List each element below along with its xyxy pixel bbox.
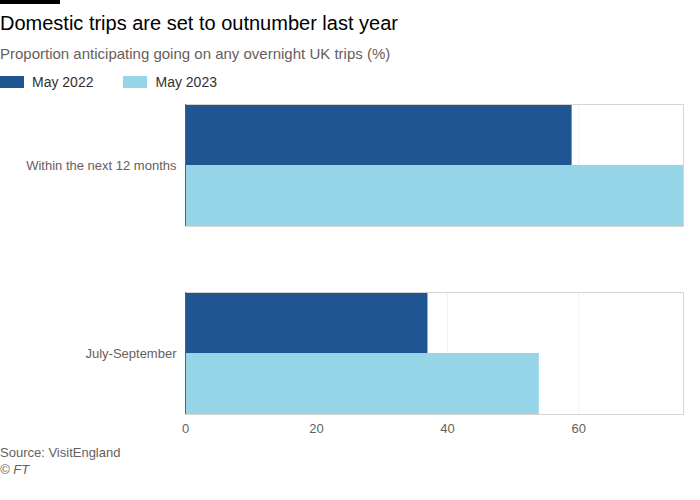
html-text:Source: VisitEngland: Source: VisitEngland — [0, 445, 121, 460]
html-text:May 2022: May 2022 — [32, 74, 94, 90]
svg-text:July-September: July-September — [85, 346, 177, 361]
svg-text:0: 0 — [182, 421, 189, 436]
html-text:Domestic trips are set to outn: Domestic trips are set to outnumber last… — [0, 12, 398, 34]
html-text:© FT: © FT — [0, 462, 30, 477]
svg-text:40: 40 — [440, 421, 454, 436]
svg-text:60: 60 — [571, 421, 585, 436]
svg-text:Within the next 12 months: Within the next 12 months — [26, 158, 177, 173]
svg-text:20: 20 — [309, 421, 323, 436]
html-text:Proportion anticipating going: Proportion anticipating going on any ove… — [0, 45, 391, 62]
html-text:May 2023: May 2023 — [155, 74, 217, 90]
